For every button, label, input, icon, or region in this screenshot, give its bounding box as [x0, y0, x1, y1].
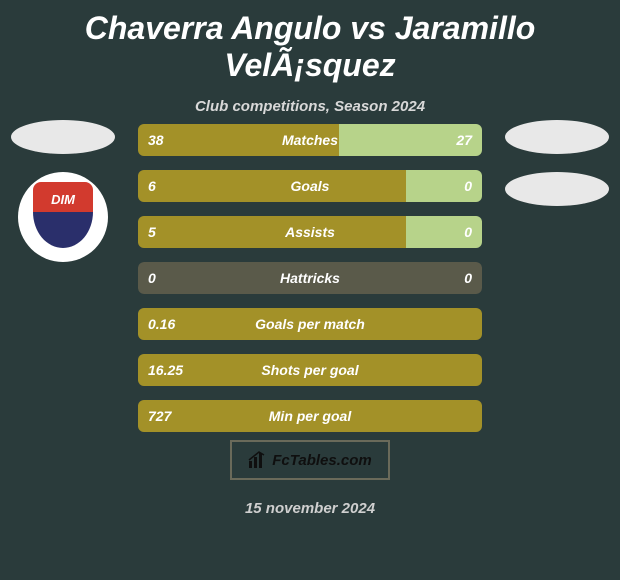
stat-row: 0Hattricks0	[138, 262, 482, 294]
page-title: Chaverra Angulo vs Jaramillo VelÃ¡squez	[0, 0, 620, 84]
stat-label: Matches	[138, 124, 482, 156]
stat-value-right: 0	[454, 170, 482, 202]
footer-date: 15 november 2024	[0, 500, 620, 517]
club-badge-left: DIM	[18, 172, 108, 262]
stat-row: 16.25Shots per goal	[138, 354, 482, 386]
stat-row: 5Assists0	[138, 216, 482, 248]
player-placeholder-right-1	[505, 120, 609, 154]
stat-label: Goals	[138, 170, 482, 202]
stat-value-right: 27	[446, 124, 482, 156]
right-player-col	[502, 120, 612, 224]
shield-icon: DIM	[33, 182, 93, 252]
stat-label: Assists	[138, 216, 482, 248]
stat-label: Min per goal	[138, 400, 482, 432]
stats-container: 38Matches276Goals05Assists00Hattricks00.…	[138, 124, 482, 446]
badge-text: DIM	[33, 192, 93, 207]
chart-icon	[248, 451, 266, 469]
stat-row: 0.16Goals per match	[138, 308, 482, 340]
brand-text: FcTables.com	[272, 452, 371, 469]
stat-label: Goals per match	[138, 308, 482, 340]
stat-value-right: 0	[454, 216, 482, 248]
player-placeholder-right-2	[505, 172, 609, 206]
brand-logo: FcTables.com	[230, 440, 390, 480]
left-player-col: DIM	[8, 120, 118, 262]
player-placeholder-left	[11, 120, 115, 154]
stat-row: 38Matches27	[138, 124, 482, 156]
stat-label: Shots per goal	[138, 354, 482, 386]
stat-label: Hattricks	[138, 262, 482, 294]
stat-row: 6Goals0	[138, 170, 482, 202]
subtitle: Club competitions, Season 2024	[0, 98, 620, 115]
stat-value-right: 0	[454, 262, 482, 294]
stat-row: 727Min per goal	[138, 400, 482, 432]
